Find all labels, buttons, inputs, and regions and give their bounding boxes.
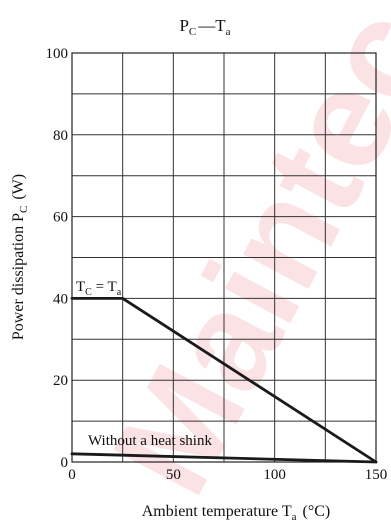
y-tick-label: 80 (53, 128, 68, 144)
y-tick-label: 40 (53, 291, 68, 307)
y-tick-label: 20 (53, 373, 68, 389)
series-line-with-heat-sink (70, 296, 378, 464)
series-lines (70, 296, 378, 464)
plot-frame (71, 52, 377, 463)
series-line-without-heat-sink (70, 452, 378, 464)
chart-title: PC —Ta (179, 16, 230, 38)
y-tick-label: 0 (61, 455, 69, 471)
x-tick-label: 150 (365, 467, 388, 483)
x-tick-label: 50 (166, 467, 181, 483)
x-tick-label: 100 (263, 467, 286, 483)
y-axis-label: Power dissipation PC(W) (10, 174, 30, 340)
tick-labels: 0 50 100 150 0 20 40 60 80 100 (46, 46, 388, 483)
x-tick-label: 0 (68, 467, 76, 483)
x-axis-label: Ambient temperature Ta (°C) (142, 503, 331, 523)
y-tick-label: 60 (53, 210, 68, 226)
annotation-without-heat-sink: Without a heat shink (88, 433, 212, 449)
annotation-tc-equals-ta: TC = Ta (76, 279, 122, 298)
y-tick-label: 100 (46, 46, 69, 62)
